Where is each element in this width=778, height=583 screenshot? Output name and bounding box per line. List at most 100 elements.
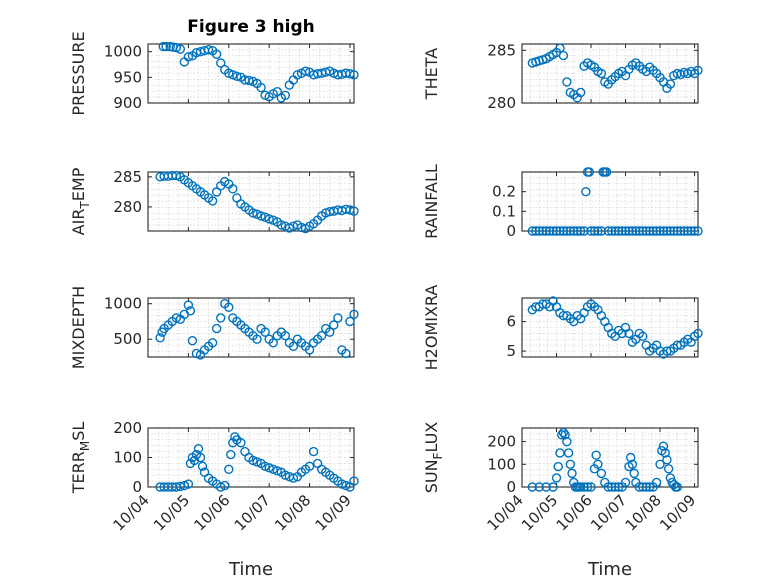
data-point (193, 443, 204, 454)
data-point (665, 226, 676, 236)
y-tick-label: 280 (113, 198, 142, 216)
y-axis-label: THETA (422, 48, 441, 100)
data-point (693, 328, 703, 339)
data-point (631, 226, 641, 236)
data-point (171, 313, 181, 323)
data-point (596, 226, 607, 236)
data-point (337, 479, 347, 489)
y-tick-label: 100 (487, 455, 516, 473)
y-axis-label-part-2: EMP (69, 167, 88, 201)
data-point (197, 461, 208, 472)
data-point (325, 327, 335, 337)
data-point (607, 482, 617, 492)
y-tick-label: 900 (113, 94, 142, 112)
data-point (228, 70, 238, 80)
data-point (531, 226, 541, 236)
x-tick-label: 10/05 (518, 491, 561, 534)
data-point (548, 482, 558, 492)
data-point (280, 330, 291, 341)
data-point (558, 427, 569, 438)
data-point (333, 313, 343, 323)
y-tick-label: 280 (487, 94, 516, 112)
y-axis-label: MIXDEPTH (69, 286, 88, 369)
data-series (527, 43, 703, 103)
data-point (689, 226, 700, 236)
y-axis-label: PRESSURE (69, 31, 88, 115)
data-series (155, 432, 359, 492)
data-point (603, 482, 613, 492)
y-axis-label-subscript: M (78, 441, 92, 451)
data-point (551, 473, 562, 483)
data-series (527, 167, 703, 236)
data-point (669, 226, 679, 236)
x-tick-label: 10/08 (622, 491, 665, 534)
y-tick-label: 200 (113, 419, 142, 437)
axes-frame (521, 297, 699, 358)
data-point (553, 461, 563, 472)
data-point (264, 214, 274, 224)
x-tick-label: 10/07 (231, 491, 274, 534)
data-point (682, 226, 693, 236)
data-point (560, 430, 570, 440)
data-point (538, 226, 548, 236)
axes-frame (521, 427, 699, 488)
data-point (627, 226, 638, 236)
y-tick-label: 200 (487, 433, 516, 451)
data-point (288, 473, 299, 483)
y-tick-label: 100 (113, 449, 142, 467)
data-point (300, 66, 311, 76)
y-tick-label: 5 (506, 342, 516, 360)
data-point (651, 226, 662, 236)
data-point (562, 226, 572, 236)
x-tick-label: 10/06 (190, 491, 233, 534)
data-point (228, 184, 238, 194)
data-point (158, 41, 169, 52)
y-axis-label-part-1: AIR (69, 209, 88, 236)
subplot-4: 0 0.10.2 RAINFALL (422, 164, 703, 240)
data-point (663, 464, 674, 474)
data-point (248, 208, 258, 218)
data-point (627, 459, 638, 470)
y-tick-label: 285 (113, 168, 142, 186)
y-axis-label-part-2: LUX (422, 422, 441, 453)
data-point (216, 313, 226, 323)
x-tick-label: 10/04 (484, 491, 527, 534)
subplot-6: 5 6 H2OMIXRA (422, 285, 703, 371)
chart-title: Figure 3 high (187, 17, 315, 37)
x-tick-label: 10/09 (656, 491, 699, 534)
y-tick-label: 6 (506, 313, 516, 331)
data-point (256, 211, 266, 221)
data-point (304, 461, 315, 472)
data-point (624, 226, 634, 236)
y-tick-label: 500 (113, 330, 142, 348)
data-point (563, 448, 574, 458)
data-point (191, 348, 202, 359)
y-axis-label-part-2: SL (69, 422, 88, 441)
data-point (562, 436, 572, 447)
data-point (610, 226, 620, 236)
data-point (211, 49, 222, 59)
data-point (569, 226, 579, 236)
data-point (216, 58, 226, 68)
data-point (308, 446, 319, 457)
subplot-1: 900 950 1000 PRESSURE Figure 3 high (69, 17, 359, 116)
data-point (527, 482, 538, 492)
data-point (648, 226, 658, 236)
data-point (672, 226, 682, 236)
data-point (329, 320, 339, 330)
data-point (565, 226, 576, 236)
data-point (236, 438, 246, 448)
y-tick-label: 1000 (104, 295, 142, 313)
y-tick-label: 0 (506, 222, 516, 240)
subplot-5: 500 1000 MIXDEPTH (69, 286, 359, 369)
data-series (527, 427, 682, 492)
data-point (260, 327, 270, 337)
data-point (288, 341, 299, 352)
y-axis-label: AIRTEMP (69, 167, 92, 235)
data-point (544, 226, 555, 236)
data-point (641, 226, 651, 236)
data-point (693, 226, 703, 236)
y-tick-label: 0 (506, 478, 516, 496)
y-axis-label: H2OMIXRA (422, 285, 441, 371)
